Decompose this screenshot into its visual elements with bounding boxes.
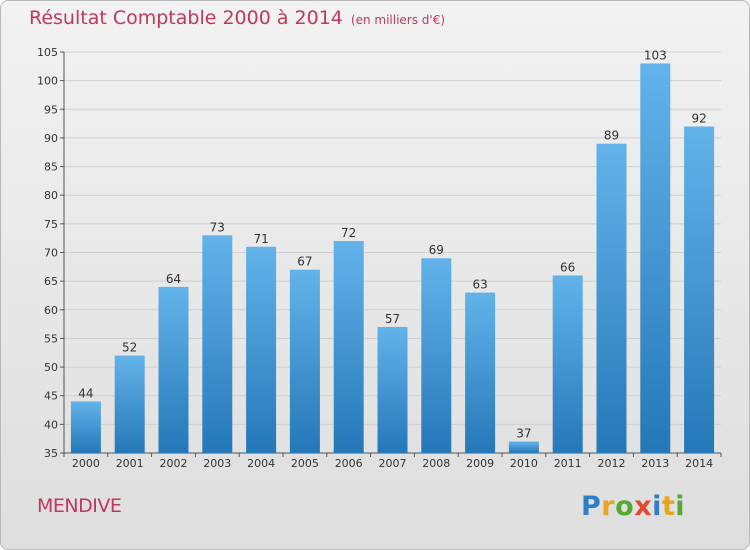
bar-2014 [684,126,715,453]
x-tick-label: 2008 [422,457,450,470]
bar-2001 [114,355,145,453]
y-tick-label: 45 [44,390,58,403]
bar-2003 [202,235,233,453]
y-tick-label: 70 [44,247,58,260]
bar-2013 [640,63,671,453]
y-tick-label: 95 [44,103,58,116]
x-tick-label: 2010 [510,457,538,470]
data-label-2005: 67 [297,255,312,269]
bar-2006 [333,241,364,453]
y-tick-label: 40 [44,418,58,431]
bar-2008 [421,258,452,453]
x-tick-label: 2003 [203,457,231,470]
data-label-2006: 72 [341,226,356,240]
y-tick-label: 60 [44,304,58,317]
bar-2009 [465,292,496,453]
y-tick-label: 55 [44,332,58,345]
y-tick-label: 65 [44,275,58,288]
data-label-2013: 103 [644,48,667,62]
data-label-2011: 66 [560,260,575,274]
proxiti-logo: Proxiti [581,491,685,522]
y-tick-label: 50 [44,361,58,374]
data-label-2008: 69 [429,243,444,257]
logo-letter: t [661,491,676,522]
data-label-2009: 63 [472,278,487,292]
logo-letter: o [615,491,635,522]
logo-letter: i [675,491,686,522]
x-tick-label: 2013 [641,457,669,470]
x-tick-label: 2002 [160,457,188,470]
x-tick-label: 2006 [335,457,363,470]
logo-letter: P [581,491,602,522]
y-tick-label: 100 [37,75,58,88]
logo-letter: i [652,491,662,522]
data-label-2001: 52 [122,341,137,355]
x-tick-label: 2000 [72,457,100,470]
data-label-2012: 89 [604,129,619,143]
commune-name: MENDIVE [37,495,122,517]
data-label-2004: 71 [253,232,268,246]
y-tick-label: 105 [37,46,58,59]
bar-2005 [289,269,320,453]
x-tick-label: 2011 [554,457,582,470]
data-label-2000: 44 [78,386,93,400]
logo-letter: r [601,491,616,522]
data-label-2003: 73 [210,220,225,234]
chart-title: Résultat Comptable 2000 à 2014 (en millie… [29,7,445,29]
logo-letter: x [634,491,653,522]
y-tick-label: 75 [44,218,58,231]
bar-2012 [596,143,627,453]
y-tick-label: 35 [44,447,58,460]
bars: 44 52 64 73 71 67 72 57 69 63 37 66 89 103 92 [70,48,715,453]
y-tick-label: 85 [44,161,58,174]
bar-2000 [70,401,101,453]
x-tick-label: 2007 [379,457,407,470]
x-tick-label: 2004 [247,457,275,470]
bar-2002 [158,286,189,453]
x-tick-label: 2012 [598,457,626,470]
data-label-2002: 64 [166,272,181,286]
y-tick-label: 90 [44,132,58,145]
unit-label: (en milliers d'€) [350,13,446,27]
bar-2011 [552,275,583,453]
x-tick-label: 2001 [116,457,144,470]
x-tick-label: 2005 [291,457,319,470]
y-tick-label: 80 [44,189,58,202]
x-tick-label: 2014 [685,457,713,470]
bar-2010 [508,441,539,453]
title-text: Résultat Comptable 2000 à 2014 [29,7,343,29]
data-label-2010: 37 [516,427,531,441]
bar-2004 [246,246,277,453]
x-tick-label: 2009 [466,457,494,470]
bar-2007 [377,326,408,453]
data-label-2014: 92 [691,111,706,125]
data-label-2007: 57 [385,312,400,326]
